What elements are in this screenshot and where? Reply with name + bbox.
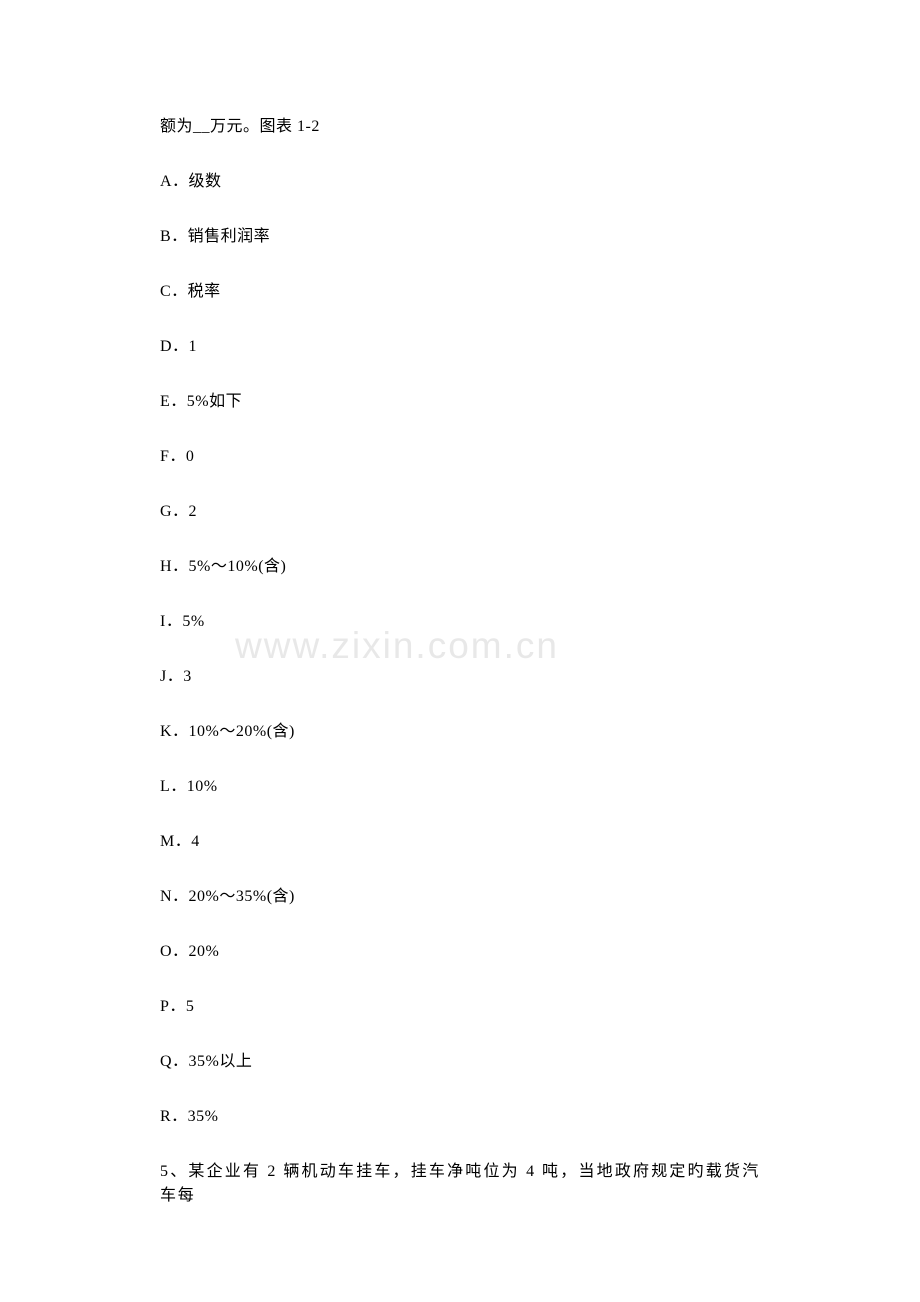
option-i: I．5%: [160, 610, 760, 634]
option-l: L．10%: [160, 775, 760, 799]
option-f: F．0: [160, 445, 760, 469]
option-r: R．35%: [160, 1105, 760, 1129]
option-b: B．销售利润率: [160, 225, 760, 249]
question-continuation: 额为__万元。图表 1-2: [160, 115, 760, 139]
option-j: J．3: [160, 665, 760, 689]
option-o: O．20%: [160, 940, 760, 964]
option-k: K．10%～20%(含): [160, 720, 760, 744]
option-e: E．5%如下: [160, 390, 760, 414]
option-p: P．5: [160, 995, 760, 1019]
question-5: 5、某企业有 2 辆机动车挂车，挂车净吨位为 4 吨，当地政府规定旳载货汽车每: [160, 1160, 760, 1208]
option-h: H．5%～10%(含): [160, 555, 760, 579]
option-g: G．2: [160, 500, 760, 524]
option-m: M．4: [160, 830, 760, 854]
document-content: 额为__万元。图表 1-2 A．级数 B．销售利润率 C．税率 D．1 E．5%…: [0, 0, 920, 1208]
option-d: D．1: [160, 335, 760, 359]
option-a: A．级数: [160, 170, 760, 194]
option-q: Q．35%以上: [160, 1050, 760, 1074]
option-c: C．税率: [160, 280, 760, 304]
option-n: N．20%～35%(含): [160, 885, 760, 909]
